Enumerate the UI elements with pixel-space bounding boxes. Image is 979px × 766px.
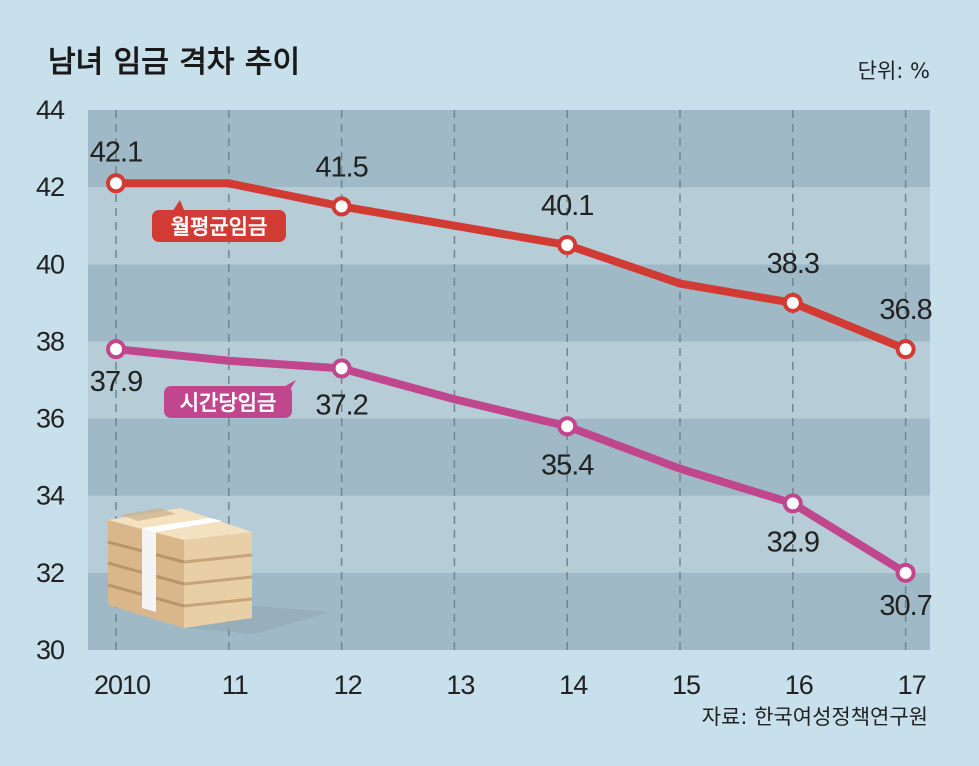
data-label: 32.9 <box>767 526 819 558</box>
data-label: 38.3 <box>767 248 819 280</box>
y-tick-label: 44 <box>36 95 65 125</box>
x-tick-label: 15 <box>672 670 700 700</box>
source-label: 자료: 한국여성정책연구원 <box>702 705 928 729</box>
data-point-marker <box>782 493 803 514</box>
x-axis-ticks: 2010 11 12 13 14 15 16 17 <box>94 670 927 700</box>
series-layer <box>106 173 916 583</box>
data-point-marker <box>106 339 126 360</box>
data-label: 40.1 <box>541 190 593 222</box>
data-point-marker <box>331 196 352 217</box>
y-tick-label: 42 <box>36 172 64 202</box>
data-point-marker <box>557 235 578 255</box>
y-tick-label: 40 <box>36 249 64 279</box>
data-point-marker <box>557 416 578 437</box>
y-tick-label: 34 <box>36 481 65 511</box>
x-tick-label: 12 <box>334 670 362 700</box>
value-labels: 42.1 41.5 40.1 38.3 36.8 37.9 37.2 35.4 32.9 30.7 <box>90 136 933 622</box>
data-label: 37.2 <box>315 389 367 421</box>
data-label: 35.4 <box>541 449 594 481</box>
x-tick-label: 11 <box>222 670 248 700</box>
x-tick-label: 16 <box>785 670 813 700</box>
legend-label-monthly: 월평균임금 <box>171 215 268 239</box>
legend-label-hourly: 시간당임금 <box>180 391 277 415</box>
data-point-marker <box>895 339 916 360</box>
x-tick-label: 17 <box>898 670 926 700</box>
data-point-marker <box>331 358 352 379</box>
x-tick-label: 13 <box>446 670 474 700</box>
y-axis-ticks: 30 32 34 36 38 40 42 44 <box>36 95 66 665</box>
data-label: 30.7 <box>879 590 931 622</box>
x-tick-label: 2010 <box>94 670 150 700</box>
grid-band <box>88 110 930 188</box>
data-point-marker <box>782 292 803 313</box>
data-point-marker <box>895 562 916 583</box>
legend-tag-monthly: 월평균임금 <box>152 200 286 242</box>
series-line-0 <box>112 179 910 354</box>
data-point-marker <box>106 173 126 194</box>
y-tick-label: 38 <box>36 326 64 356</box>
data-label: 36.8 <box>879 294 931 326</box>
unit-label: 단위: % <box>858 59 930 83</box>
y-tick-label: 36 <box>36 404 64 434</box>
data-label: 42.1 <box>90 136 142 168</box>
money-stack-illustration <box>107 508 330 634</box>
legend-tag-hourly: 시간당임금 <box>164 380 296 418</box>
series-line-1 <box>112 345 910 577</box>
x-tick-label: 14 <box>559 670 588 700</box>
data-label: 37.9 <box>90 366 142 398</box>
grid-band <box>88 418 930 496</box>
y-tick-label: 30 <box>36 635 64 665</box>
data-label: 41.5 <box>315 151 367 183</box>
y-tick-label: 32 <box>36 558 64 588</box>
chart-title: 남녀 임금 격차 추이 <box>48 45 300 80</box>
